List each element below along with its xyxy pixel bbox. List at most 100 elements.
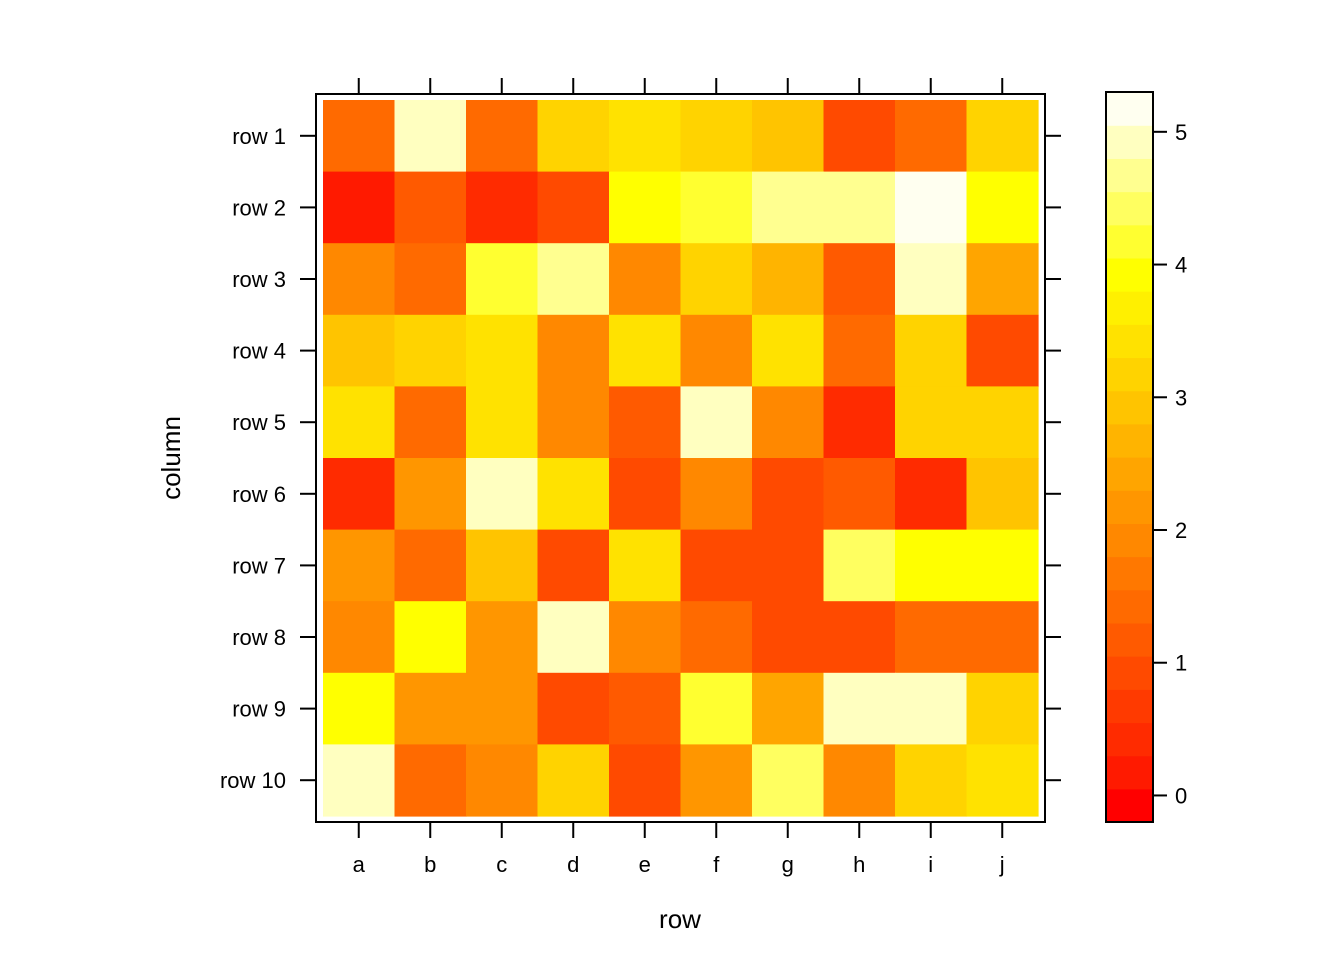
heatmap-cell-row-6-c <box>466 458 539 531</box>
heatmap-cell-row-5-f <box>680 386 753 459</box>
colorbar-tick-label-2: 2 <box>1175 518 1187 543</box>
heatmap-cell-row-6-e <box>609 458 682 531</box>
heatmap-cell-row-2-h <box>823 171 896 244</box>
colorbar-segment <box>1106 324 1153 359</box>
heatmap-cell-row-9-b <box>394 672 467 745</box>
heatmap-cell-row-5-a <box>323 386 396 459</box>
heatmap-cell-row-8-c <box>466 601 539 674</box>
x-tick-label-c: c <box>496 852 507 877</box>
heatmap-cell-row-5-d <box>537 386 610 459</box>
heatmap-cell-row-8-e <box>609 601 682 674</box>
heatmap-cell-row-6-a <box>323 458 396 531</box>
y-axis-ticks: row 1 row 2 row 3 row 4 row 5 row 6 row 7 row 8… <box>220 124 1061 793</box>
colorbar-segment <box>1106 191 1153 226</box>
heatmap-cell-row-9-f <box>680 672 753 745</box>
colorbar-segment <box>1106 689 1153 724</box>
x-tick-label-g: g <box>782 852 794 877</box>
heatmap-cell-row-1-g <box>752 100 825 173</box>
heatmap-cell-row-7-c <box>466 529 539 602</box>
heatmap-cell-row-6-f <box>680 458 753 531</box>
heatmap-cell-row-2-i <box>895 171 968 244</box>
x-tick-label-d: d <box>567 852 579 877</box>
heatmap-cell-row-9-g <box>752 672 825 745</box>
heatmap-cell-row-2-e <box>609 171 682 244</box>
plot-panel-border <box>315 93 1046 823</box>
colorbar-segment <box>1106 523 1153 558</box>
x-tick-label-j: j <box>999 852 1005 877</box>
colorbar-segment <box>1106 224 1153 259</box>
heatmap-cell-row-9-e <box>609 672 682 745</box>
heatmap-cell-row-1-h <box>823 100 896 173</box>
heatmap-cell-row-7-a <box>323 529 396 602</box>
heatmap-cell-row-6-h <box>823 458 896 531</box>
heatmap-cell-row-10-i <box>895 744 968 817</box>
heatmap-cell-row-2-j <box>966 171 1039 244</box>
heatmap-cell-row-9-c <box>466 672 539 745</box>
heatmap-cell-row-1-c <box>466 100 539 173</box>
heatmap-cell-row-5-c <box>466 386 539 459</box>
heatmap-cell-row-8-b <box>394 601 467 674</box>
colorbar-segment <box>1106 589 1153 624</box>
colorbar-tick-label-3: 3 <box>1175 385 1187 410</box>
heatmap-cell-row-1-j <box>966 100 1039 173</box>
y-axis-title: column <box>156 416 186 500</box>
heatmap-cell-row-7-f <box>680 529 753 602</box>
heatmap-cell-row-8-h <box>823 601 896 674</box>
heatmap-cell-row-3-g <box>752 243 825 316</box>
heatmap-cell-row-3-b <box>394 243 467 316</box>
y-tick-label-row-9: row 9 <box>232 697 286 722</box>
y-tick-label-row-1: row 1 <box>232 124 286 149</box>
heatmap-cell-row-8-f <box>680 601 753 674</box>
heatmap-cell-row-7-h <box>823 529 896 602</box>
heatmap-cell-row-1-a <box>323 100 396 173</box>
x-tick-label-i: i <box>928 852 933 877</box>
y-tick-label-row-5: row 5 <box>232 410 286 435</box>
x-tick-label-e: e <box>639 852 651 877</box>
colorbar-tick-label-1: 1 <box>1175 651 1187 676</box>
y-tick-label-row-3: row 3 <box>232 267 286 292</box>
colorbar-tick-label-5: 5 <box>1175 120 1187 145</box>
heatmap-cell-row-9-d <box>537 672 610 745</box>
colorbar-segment <box>1106 622 1153 657</box>
heatmap-cell-row-10-j <box>966 744 1039 817</box>
heatmap-cell-row-4-j <box>966 314 1039 387</box>
heatmap-cell-row-5-e <box>609 386 682 459</box>
heatmap-cell-row-4-e <box>609 314 682 387</box>
y-tick-label-row-2: row 2 <box>232 195 286 220</box>
heatmap-cell-row-6-i <box>895 458 968 531</box>
heatmap-cell-row-1-b <box>394 100 467 173</box>
heatmap-cell-row-4-i <box>895 314 968 387</box>
heatmap-cell-row-3-d <box>537 243 610 316</box>
heatmap-cell-row-10-b <box>394 744 467 817</box>
colorbar-segment <box>1106 291 1153 325</box>
heatmap-cell-row-3-j <box>966 243 1039 316</box>
heatmap-cell-row-4-c <box>466 314 539 387</box>
heatmap-cell-row-5-g <box>752 386 825 459</box>
colorbar-segment <box>1106 490 1153 524</box>
heatmap-cell-row-7-g <box>752 529 825 602</box>
heatmap-cell-row-3-a <box>323 243 396 316</box>
heatmap-cell-row-6-d <box>537 458 610 531</box>
colorbar-tick-label-0: 0 <box>1175 783 1187 808</box>
heatmap-cell-row-9-j <box>966 672 1039 745</box>
heatmap-cell-row-10-c <box>466 744 539 817</box>
colorbar-tick-label-4: 4 <box>1175 253 1187 278</box>
heatmap-cell-row-10-g <box>752 744 825 817</box>
heatmap-cell-row-4-b <box>394 314 467 387</box>
heatmap-cell-row-10-f <box>680 744 753 817</box>
heatmap-cell-row-1-e <box>609 100 682 173</box>
y-tick-label-row-10: row 10 <box>220 768 286 793</box>
heatmap-cell-row-9-a <box>323 672 396 745</box>
x-tick-label-h: h <box>853 852 865 877</box>
colorbar-segment <box>1106 158 1153 193</box>
heatmap-cell-row-1-i <box>895 100 968 173</box>
x-tick-label-a: a <box>353 852 366 877</box>
colorbar-segment <box>1106 755 1153 790</box>
heatmap-cell-row-3-f <box>680 243 753 316</box>
heatmap-cell-row-6-b <box>394 458 467 531</box>
heatmap-cell-row-8-a <box>323 601 396 674</box>
colorbar-segment <box>1106 722 1153 757</box>
y-tick-label-row-8: row 8 <box>232 625 286 650</box>
heatmap-cell-row-4-g <box>752 314 825 387</box>
heatmap-cell-row-3-i <box>895 243 968 316</box>
